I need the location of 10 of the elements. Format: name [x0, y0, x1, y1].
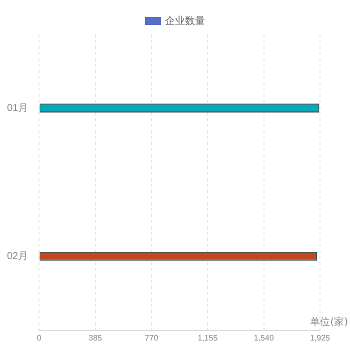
y-tick-label: 01月	[7, 102, 28, 114]
x-tick-label: 770	[144, 333, 159, 342]
x-tick-label: 385	[88, 333, 103, 342]
text: 企业数量	[165, 16, 205, 27]
x-tick-label: 0	[36, 333, 42, 342]
x-tick-label: 1,540	[254, 333, 274, 342]
x-axis-title: 单位(家)	[310, 316, 348, 328]
x-tick-label: 1,155	[198, 333, 218, 342]
x-tick-label: 1,925	[310, 333, 331, 342]
y-tick-label: 02月	[7, 251, 28, 262]
